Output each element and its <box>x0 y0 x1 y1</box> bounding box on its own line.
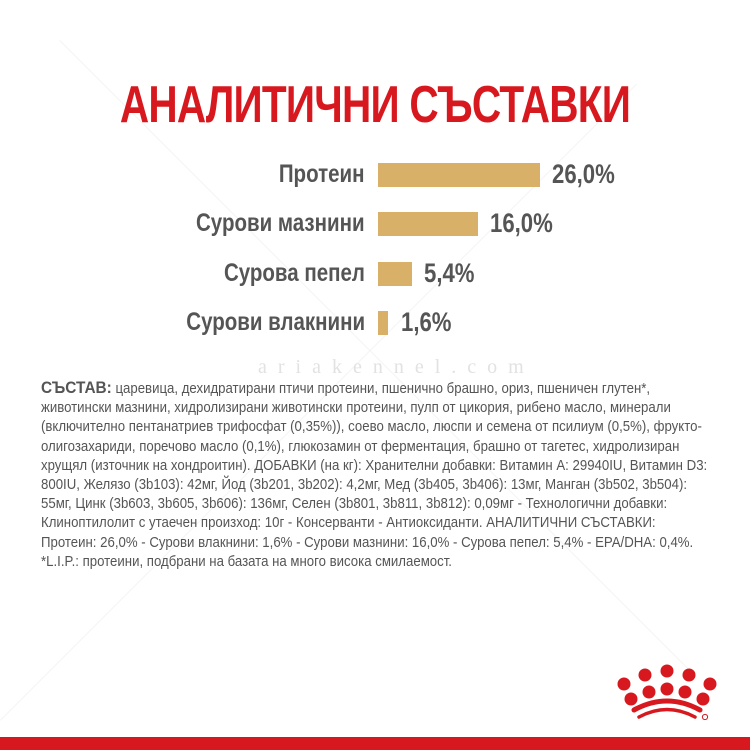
bar-value: 26,0% <box>552 159 615 189</box>
composition-heading: СЪСТАВ: <box>41 378 112 397</box>
bar-label: Сурови влакнини <box>186 308 365 336</box>
bar-value: 16,0% <box>490 208 553 238</box>
bar-protein <box>378 163 540 187</box>
chart-row-fat: Сурови мазнини 16,0% <box>0 208 750 238</box>
chart-row-fibre: Сурови влакнини 1,6% <box>0 307 750 337</box>
bar-label: Сурова пепел <box>223 259 365 287</box>
bar-value: 5,4% <box>424 258 475 288</box>
bar-label: Протеин <box>279 160 365 188</box>
composition-body: царевица, дехидратирани птичи протеини, … <box>41 381 708 570</box>
chart-row-ash: Сурова пепел 5,4% <box>0 258 750 288</box>
watermark: ariakennel.com <box>258 356 535 378</box>
registered-mark-icon <box>701 713 709 721</box>
bar-fat <box>378 212 478 236</box>
bar-label: Сурови мазнини <box>196 209 365 237</box>
bar-value: 1,6% <box>401 307 452 337</box>
composition-text: СЪСТАВ: царевица, дехидратирани птичи пр… <box>41 378 711 572</box>
page-title: АНАЛИТИЧНИ СЪСТАВКИ <box>119 75 631 134</box>
chart-row-protein: Протеин 26,0% <box>0 159 750 189</box>
bar-ash <box>378 262 412 286</box>
bar-fibre <box>378 311 388 335</box>
bottom-red-band <box>0 737 750 750</box>
royal-canin-crown-logo <box>617 664 717 721</box>
